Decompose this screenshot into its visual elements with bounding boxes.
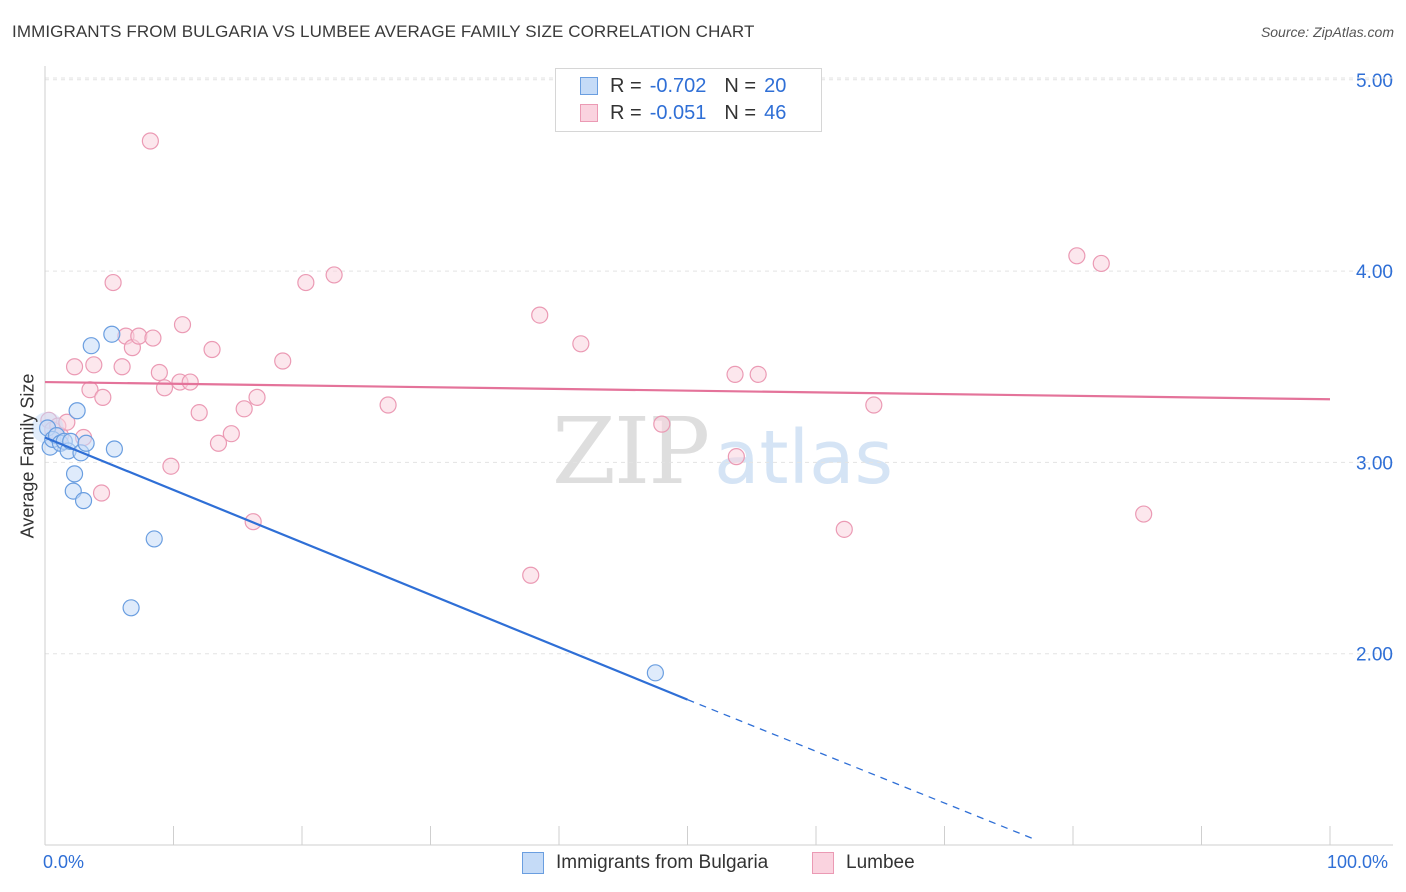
lumbee-point <box>162 457 180 475</box>
bulgaria-trend-line <box>44 436 688 701</box>
series-name-lumbee: Lumbee <box>846 852 915 873</box>
legend-r-label: R = <box>610 101 642 124</box>
y-tick-label: 4.00 <box>1356 262 1393 283</box>
lumbee-point <box>1068 247 1086 265</box>
lumbee-point <box>749 365 767 384</box>
lumbee-point <box>104 273 122 292</box>
legend-r-label: R = <box>610 74 642 97</box>
y-tick-label: 2.00 <box>1356 645 1393 666</box>
lumbee-point <box>297 273 315 292</box>
bulgaria-trend-extension <box>687 699 1035 840</box>
series-legend-bulgaria[interactable]: Immigrants from Bulgaria <box>522 852 768 874</box>
legend-swatch-lumbee <box>580 104 598 122</box>
legend-row-bulgaria: R = -0.702 N = 20 <box>580 74 786 98</box>
lumbee-point <box>130 327 148 345</box>
bulgaria-point <box>145 530 163 548</box>
lumbee-point <box>65 358 84 376</box>
series-name-bulgaria: Immigrants from Bulgaria <box>556 852 769 873</box>
bulgaria-point <box>82 337 100 355</box>
bulgaria-point <box>65 465 84 483</box>
lumbee-point <box>155 379 174 397</box>
legend-n-value: 46 <box>764 101 787 124</box>
lumbee-point <box>92 484 111 502</box>
chart-title: IMMIGRANTS FROM BULGARIA VS LUMBEE AVERA… <box>12 22 755 41</box>
lumbee-point <box>203 340 221 359</box>
lumbee-point <box>572 335 590 353</box>
bulgaria-point <box>77 434 95 452</box>
legend-r-value: -0.702 <box>649 74 707 97</box>
bulgaria-point <box>68 402 86 420</box>
legend-n-label: N = <box>724 101 757 124</box>
lumbee-point <box>1135 505 1153 523</box>
lumbee-point <box>94 388 112 406</box>
series-legend-lumbee[interactable]: Lumbee <box>812 852 915 874</box>
lumbee-point <box>222 425 240 443</box>
lumbee-point <box>248 388 266 406</box>
x-tick-label-max: 100.0% <box>1327 852 1389 872</box>
bulgaria-point <box>103 325 121 343</box>
lumbee-point <box>144 329 162 347</box>
lumbee-point <box>173 316 192 334</box>
legend-r-value: -0.051 <box>649 101 707 124</box>
y-tick-label: 3.00 <box>1356 453 1393 474</box>
legend-row-lumbee: R = -0.051 N = 46 <box>580 101 786 125</box>
correlation-legend: R = -0.702 N = 20 R = -0.051 N = 46 <box>555 68 822 132</box>
lumbee-point <box>190 404 208 422</box>
legend-n-label: N = <box>724 74 757 97</box>
lumbee-point <box>727 448 745 466</box>
lumbee-trend-line <box>44 380 1331 401</box>
lumbee-point <box>726 365 744 384</box>
lumbee-point <box>141 132 159 150</box>
lumbee-point <box>150 363 168 382</box>
lumbee-point <box>85 356 103 374</box>
x-tick-label-min: 0.0% <box>43 852 85 872</box>
lumbee-point <box>181 373 199 391</box>
lumbee-point <box>531 306 549 324</box>
legend-swatch-bulgaria <box>580 77 598 95</box>
lumbee-point <box>235 400 253 418</box>
source-label: Source: ZipAtlas.com <box>1260 24 1394 40</box>
lumbee-point <box>522 566 540 584</box>
y-axis-label: Average Family Size <box>17 373 38 539</box>
bulgaria-point <box>105 440 123 458</box>
lumbee-point <box>209 434 228 452</box>
lumbee-point <box>113 358 131 376</box>
lumbee-point <box>379 396 397 414</box>
bulgaria-point <box>74 492 93 510</box>
lumbee-point <box>274 352 292 370</box>
series-swatch-bulgaria <box>522 852 544 874</box>
series-swatch-lumbee <box>812 852 834 874</box>
bulgaria-point <box>122 599 140 617</box>
lumbee-point <box>835 520 853 538</box>
lumbee-point <box>325 266 343 284</box>
legend-n-value: 20 <box>764 74 787 97</box>
bulgaria-point <box>646 664 664 682</box>
series-legend: Immigrants from Bulgaria Lumbee <box>0 852 1406 878</box>
y-tick-label: 5.00 <box>1356 71 1393 92</box>
lumbee-point <box>865 396 883 414</box>
lumbee-point <box>653 415 671 433</box>
lumbee-point <box>1092 254 1110 273</box>
